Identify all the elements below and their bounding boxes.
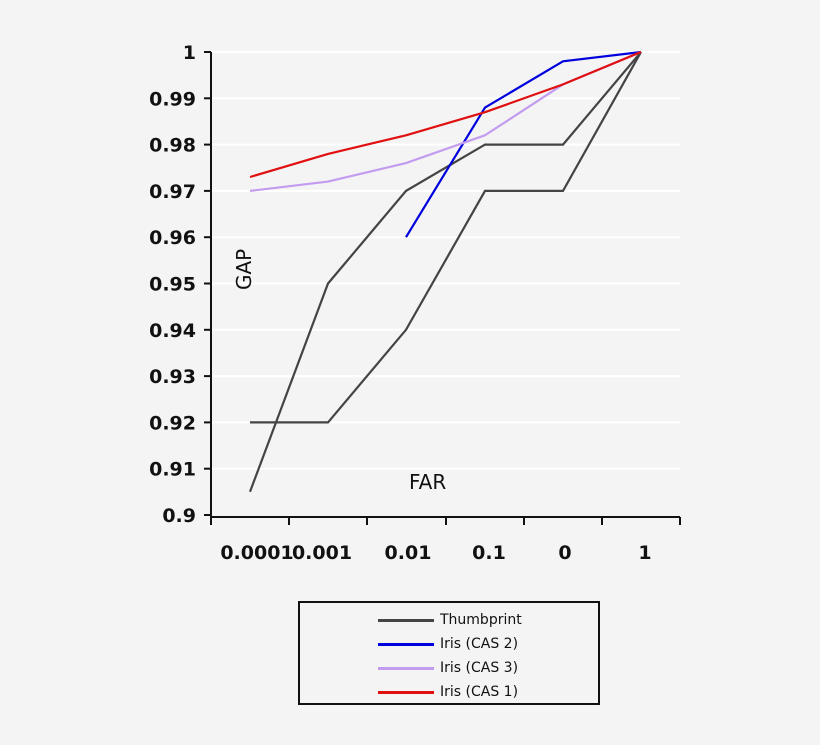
y-tick-label: 0.98	[149, 135, 196, 157]
legend-label: Iris (CAS 2)	[440, 636, 519, 652]
legend-item-iris-cas2: Iris (CAS 2)	[378, 633, 518, 655]
x-tick-label: 0.0001	[220, 542, 293, 564]
legend-swatch	[378, 690, 434, 694]
series-line	[250, 51, 642, 424]
y-axis-label: GAP	[232, 249, 256, 290]
legend-label: Iris (CAS 1)	[440, 684, 519, 700]
legend-item-iris-cas1: Iris (CAS 1)	[378, 681, 518, 703]
legend-swatch	[378, 642, 434, 646]
legend-swatch	[378, 666, 434, 670]
legend-item-thumbprint: Thumbprint	[378, 609, 522, 631]
legend: Thumbprint Iris (CAS 2) Iris (CAS 3) Iri…	[298, 601, 600, 705]
x-tick-label: 1	[638, 542, 651, 564]
legend-swatch	[378, 618, 434, 622]
y-tick-label: 0.91	[149, 459, 196, 481]
series-line	[405, 50, 642, 238]
y-tick-label: 0.9	[162, 505, 196, 527]
y-tick-label: 0.94	[149, 320, 196, 342]
y-tick-label: 0.99	[149, 88, 196, 110]
series-line	[248, 51, 642, 493]
data-series	[248, 50, 642, 493]
x-axis-label: FAR	[409, 470, 446, 494]
x-tick-label: 0.1	[472, 542, 506, 564]
line-chart: 0.9 0.91 0.92 0.93 0.94 0.95 0.96 0.97 0.98 0.99 1…	[149, 42, 681, 564]
legend-label: Iris (CAS 3)	[440, 660, 519, 676]
x-tick-label: 0.001	[292, 542, 352, 564]
y-tick-label: 0.95	[149, 274, 196, 296]
legend-item-iris-cas3: Iris (CAS 3)	[378, 657, 518, 679]
y-tick-label: 1	[183, 42, 196, 64]
y-axis-ticks: 0.9 0.91 0.92 0.93 0.94 0.95 0.96 0.97 0.98 0.99 1	[149, 42, 211, 527]
y-tick-label: 0.93	[149, 366, 196, 388]
legend-label: Thumbprint	[440, 612, 522, 628]
x-tick-label: 0.01	[385, 542, 432, 564]
y-tick-label: 0.96	[149, 227, 196, 249]
x-tick-label: 0	[558, 542, 571, 564]
y-tick-label: 0.92	[149, 412, 196, 434]
series-line	[249, 50, 642, 179]
y-tick-label: 0.97	[149, 181, 196, 203]
